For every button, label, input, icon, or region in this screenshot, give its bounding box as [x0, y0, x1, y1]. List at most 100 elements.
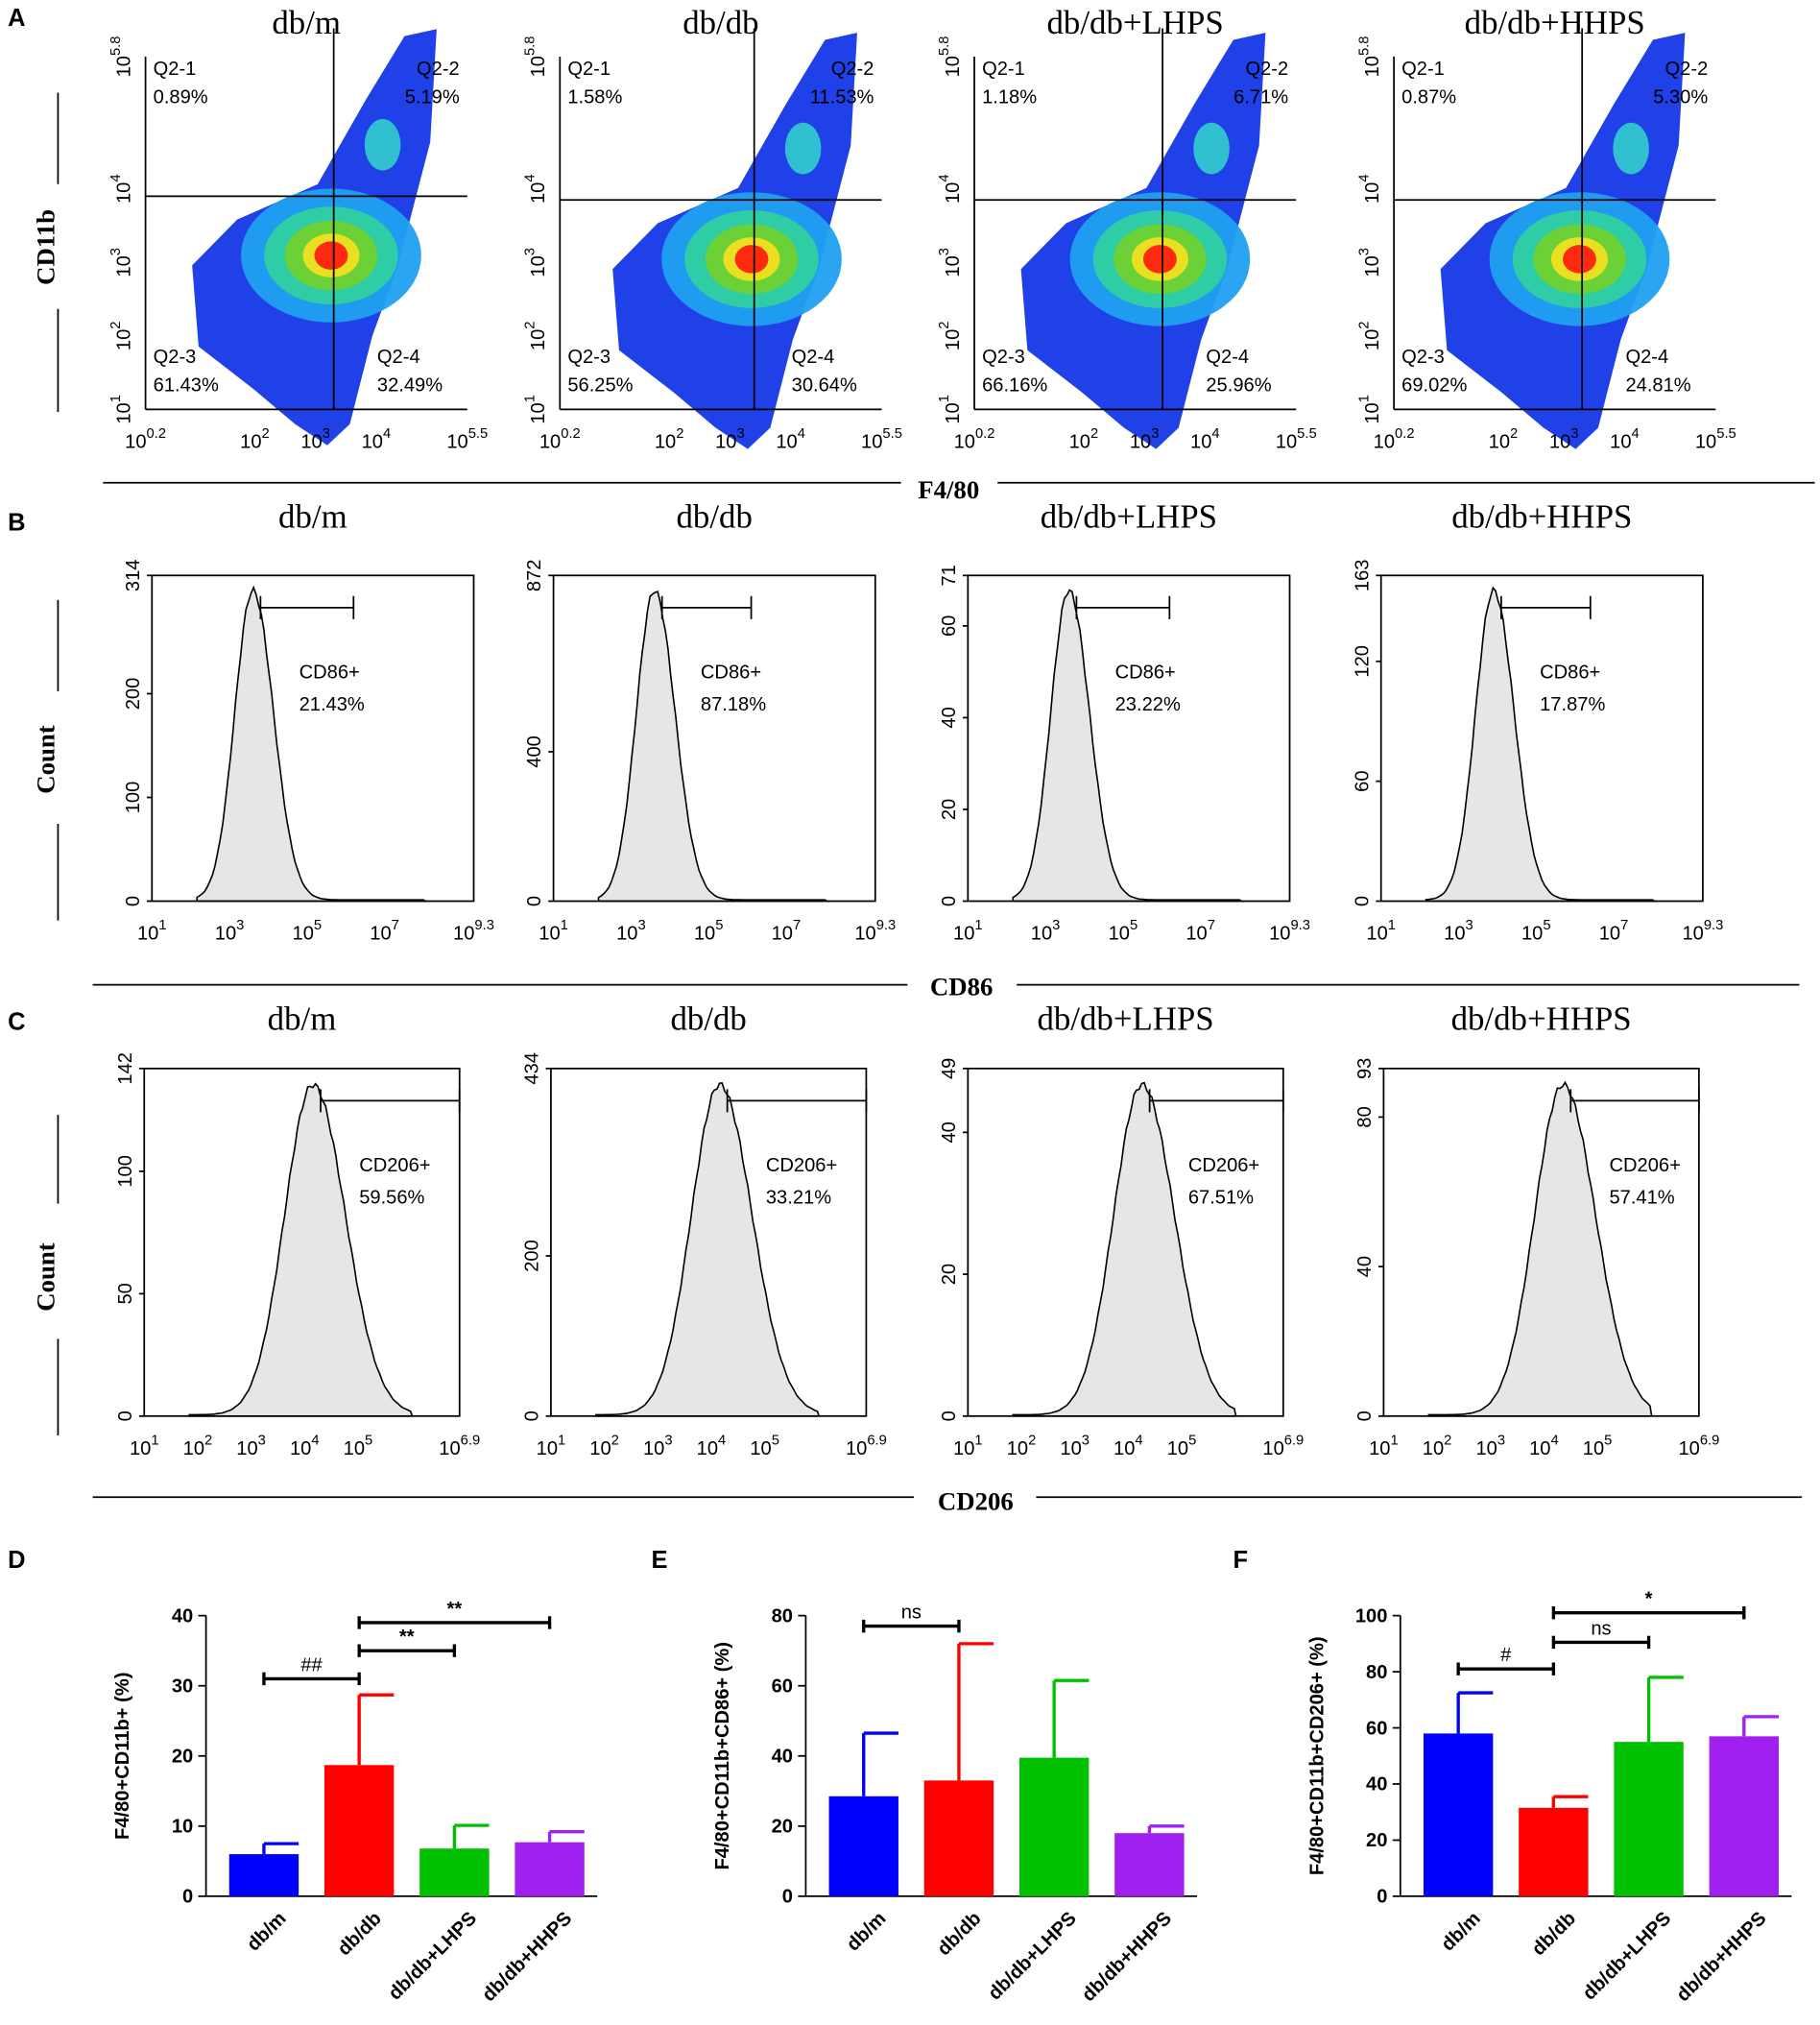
tick-exponent: 2: [1090, 426, 1098, 442]
y-tick-label: 80: [1366, 1662, 1387, 1683]
x-tick-label: db/db+HHPS: [1078, 1908, 1176, 2006]
plot-title: db/db+HHPS: [1451, 1000, 1632, 1038]
tick-base: 10: [943, 255, 964, 277]
plot-frame: [143, 1067, 461, 1417]
y-tick-label: 60: [772, 1675, 793, 1697]
density-level: [784, 122, 822, 175]
tick-label: 103: [937, 248, 964, 277]
tick-exponent: 2: [523, 322, 539, 329]
tick-label: 103: [1549, 426, 1579, 453]
quadrant-name: Q2-3: [567, 347, 611, 368]
tick-exponent: 4: [1211, 426, 1219, 442]
tick-exponent: 3: [736, 426, 744, 442]
tick-label: 872: [524, 560, 545, 592]
tick-exponent: 4: [1135, 1433, 1142, 1448]
tick-label: 103: [108, 248, 135, 277]
tick-exponent: 7: [392, 918, 399, 933]
tick-label: 101: [523, 395, 550, 424]
tick-label: 105.5: [861, 426, 902, 453]
tick-label: 101: [108, 395, 135, 424]
quadrant-name: Q2-1: [1401, 59, 1445, 80]
tick-label: 105: [750, 1433, 779, 1459]
tick-base: 10: [776, 432, 797, 453]
tick-label: 102: [523, 322, 550, 351]
tick-label: 104: [523, 174, 550, 204]
tick-base: 10: [528, 329, 549, 350]
tick-exponent: 4: [108, 174, 124, 181]
tick-base: 10: [1060, 1438, 1081, 1459]
tick-label: 106.9: [846, 1433, 887, 1459]
tick-exponent: 5: [715, 918, 723, 933]
tick-exponent: 4: [523, 174, 539, 181]
panel-label: F: [1233, 1547, 1249, 1574]
tick-label: 105: [1583, 1433, 1613, 1459]
plot-frame: [552, 574, 876, 903]
bar: [1018, 1757, 1090, 1896]
x-tick-label: db/db+HHPS: [478, 1908, 576, 2006]
tick-label: 314: [123, 560, 144, 592]
quadrant-name: Q2-1: [154, 59, 197, 80]
tick-base: 10: [589, 1438, 611, 1459]
tick-base: 10: [1269, 924, 1290, 945]
y-tick-label: 40: [172, 1605, 193, 1627]
tick-label: 0: [123, 896, 144, 906]
tick-label: 142: [115, 1052, 136, 1085]
x-tick-label: db/db: [933, 1908, 985, 1960]
quadrant-name: Q2-2: [417, 59, 460, 80]
plot-title: db/m: [278, 498, 347, 536]
x-tick-label: db/db+LHPS: [984, 1908, 1080, 2004]
tick-base: 10: [290, 1438, 311, 1459]
tick-base: 10: [293, 924, 314, 945]
tick-exponent: 7: [1208, 918, 1215, 933]
tick-label: 100: [115, 1155, 136, 1188]
x-tick-label: db/m: [1437, 1908, 1485, 1956]
tick-label: 0: [939, 1410, 960, 1421]
tick-exponent: 3: [1497, 1433, 1505, 1448]
quadrant-percent: 25.96%: [1206, 375, 1271, 397]
tick-exponent: 2: [204, 1433, 212, 1448]
plot-frame: [967, 1067, 1284, 1417]
tick-exponent: 4: [1632, 426, 1640, 442]
density-level: [1193, 122, 1230, 175]
tick-label: 103: [523, 248, 550, 277]
tick-label: 103: [215, 918, 245, 945]
tick-label: 103: [1475, 1433, 1505, 1459]
tick-label: 107: [1185, 918, 1215, 945]
tick-label: 103: [1356, 248, 1383, 277]
tick-exponent: 3: [1151, 426, 1159, 442]
tick-label: 102: [937, 322, 964, 351]
tick-base: 10: [750, 1438, 771, 1459]
x-tick-label: db/db+HHPS: [1672, 1908, 1770, 2006]
gate-percent: 67.51%: [1188, 1188, 1254, 1209]
tick-label: 103: [1444, 918, 1473, 945]
tick-label: 101: [1356, 395, 1383, 424]
tick-base: 10: [943, 329, 964, 350]
panel-label: A: [8, 5, 25, 32]
tick-exponent: 5.5: [468, 426, 488, 442]
density-level: [1563, 245, 1596, 274]
tick-base: 10: [1369, 1438, 1390, 1459]
quadrant-percent: 56.25%: [567, 375, 633, 397]
tick-label: 400: [524, 735, 545, 768]
tick-exponent: 3: [1082, 1433, 1090, 1448]
tick-label: 105: [1521, 918, 1551, 945]
y-tick-label: 30: [172, 1675, 193, 1697]
tick-base: 10: [137, 924, 158, 945]
tick-exponent: 5.8: [937, 36, 952, 56]
gate-label: CD206+: [1609, 1155, 1680, 1176]
tick-label: 104: [362, 426, 392, 453]
tick-base: 10: [1583, 1438, 1604, 1459]
tick-label: 101: [539, 918, 568, 945]
tick-exponent: 5: [314, 918, 322, 933]
bar: [828, 1796, 898, 1896]
quadrant-percent: 0.89%: [154, 86, 208, 108]
tick-base: 10: [1276, 432, 1297, 453]
plot-frame: [151, 574, 475, 903]
tick-label: 50: [115, 1283, 136, 1304]
tick-exponent: 1: [974, 1433, 982, 1448]
tick-label: 101: [1369, 1433, 1399, 1459]
tick-label: 103: [236, 1433, 266, 1459]
tick-exponent: 2: [937, 322, 952, 329]
plot-title: db/db: [670, 1000, 746, 1038]
quadrant-percent: 66.16%: [982, 375, 1047, 397]
